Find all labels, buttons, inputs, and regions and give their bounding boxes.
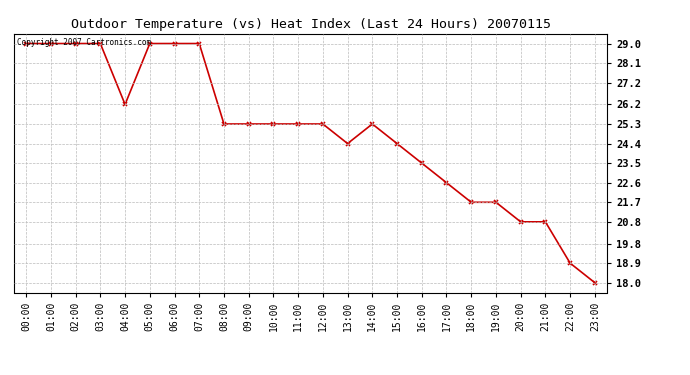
Title: Outdoor Temperature (vs) Heat Index (Last 24 Hours) 20070115: Outdoor Temperature (vs) Heat Index (Las… [70,18,551,31]
Text: Copyright 2007 Cartronics.com: Copyright 2007 Cartronics.com [17,38,151,46]
